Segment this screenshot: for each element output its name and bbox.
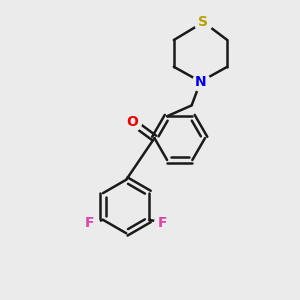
Text: F: F: [85, 216, 94, 230]
Text: F: F: [158, 216, 167, 230]
Text: O: O: [126, 115, 138, 129]
Text: S: S: [199, 15, 208, 29]
Text: N: N: [195, 75, 206, 88]
